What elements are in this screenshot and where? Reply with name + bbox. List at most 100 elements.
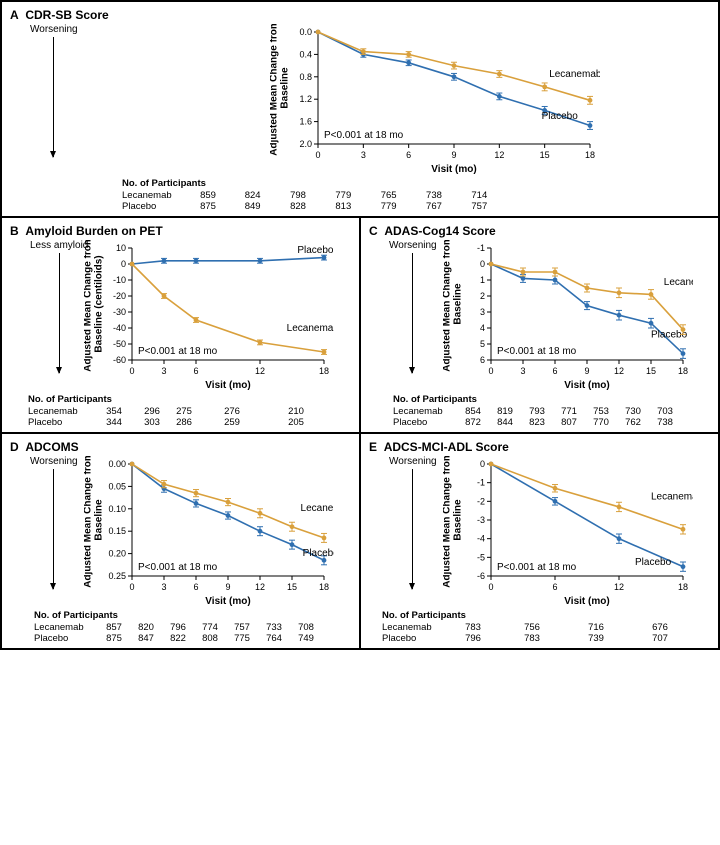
participants-header: No. of Participants	[34, 610, 351, 621]
series-point-lecanemab	[289, 524, 294, 529]
participants-cell: 824	[230, 190, 275, 201]
series-point-lecanemab	[552, 486, 557, 491]
series-point-lecanemab	[588, 98, 593, 103]
series-point-placebo	[584, 303, 589, 308]
series-label-lecanemab: Lecanemab	[300, 503, 333, 514]
direction-label: Worsening	[389, 240, 437, 251]
participants-cell: 764	[258, 633, 290, 644]
series-point-placebo	[321, 255, 326, 260]
series-point-lecanemab	[361, 49, 366, 54]
y-tick-label: 2.0	[299, 139, 312, 149]
panel-letter: A	[10, 8, 19, 22]
direction-label: Worsening	[30, 24, 78, 35]
y-tick-label: 0	[120, 259, 125, 269]
participants-cell: 714	[457, 190, 502, 201]
y-tick-label: 3	[479, 307, 484, 317]
x-tick-label: 9	[584, 366, 589, 376]
series-point-lecanemab	[584, 286, 589, 291]
series-point-lecanemab	[316, 30, 321, 35]
series-point-lecanemab	[129, 262, 134, 267]
x-axis-label: Visit (mo)	[564, 380, 609, 390]
y-tick-label: 0.00	[108, 459, 126, 469]
series-label-lecanemab: Lecanemab	[549, 69, 600, 80]
x-tick-label: 0	[488, 582, 493, 592]
series-point-lecanemab	[542, 84, 547, 89]
series-label-lecanemab: Lecanemab	[651, 491, 693, 502]
participants-cell: 849	[230, 201, 275, 212]
participants-header: No. of Participants	[393, 394, 710, 405]
panel-a: A CDR-SB ScoreWorsening0.00.40.81.21.62.…	[1, 1, 719, 217]
chart: 0.000.050.100.150.200.250369121518Visit …	[84, 456, 334, 606]
participants-cell: 276	[200, 406, 264, 417]
y-tick-label: -40	[112, 323, 125, 333]
series-point-placebo	[193, 258, 198, 263]
series-label-placebo: Placebo	[302, 548, 333, 559]
series-point-lecanemab	[193, 318, 198, 323]
y-axis-label: Adjusted Mean Change from	[443, 240, 453, 372]
y-tick-label: 1.6	[299, 117, 312, 127]
y-axis-label: Adjusted Mean Change from	[84, 456, 94, 588]
x-tick-label: 15	[286, 582, 296, 592]
panel-title: B Amyloid Burden on PET	[10, 224, 351, 238]
series-point-lecanemab	[452, 63, 457, 68]
direction-indicator: Less amyloid	[30, 240, 88, 373]
participants-cell: 783	[500, 633, 564, 644]
y-tick-label: 0	[479, 259, 484, 269]
y-tick-label: -50	[112, 339, 125, 349]
x-tick-label: 12	[254, 366, 264, 376]
x-tick-label: 3	[161, 582, 166, 592]
series-point-lecanemab	[129, 462, 134, 467]
series-point-lecanemab	[552, 270, 557, 275]
direction-indicator: Worsening	[389, 456, 437, 589]
series-point-lecanemab	[406, 52, 411, 57]
y-axis-label: Baseline	[93, 499, 104, 541]
y-tick-label: 0	[479, 459, 484, 469]
participants-row-label: Placebo	[382, 633, 446, 644]
participants-table: No. of ParticipantsLecanemab354296275276…	[10, 394, 351, 428]
x-tick-label: 6	[552, 366, 557, 376]
panel-letter: D	[10, 440, 19, 454]
x-tick-label: 9	[225, 582, 230, 592]
participants-row-label: Lecanemab	[382, 622, 446, 633]
participants-header: No. of Participants	[122, 178, 710, 189]
series-label-lecanemab: Lecanemab	[286, 323, 333, 334]
x-tick-label: 18	[677, 366, 687, 376]
x-tick-label: 3	[161, 366, 166, 376]
participants-cell: 813	[321, 201, 366, 212]
series-label-placebo: Placebo	[542, 111, 579, 122]
series-point-placebo	[161, 258, 166, 263]
participants-header: No. of Participants	[28, 394, 351, 405]
chart: 0.00.40.81.21.62.00369121518Visit (mo)Ad…	[270, 24, 600, 174]
y-tick-label: 10	[115, 243, 125, 253]
panel-name: ADCOMS	[25, 440, 78, 454]
participants-cell: 757	[226, 622, 258, 633]
y-tick-label: 0.05	[108, 481, 126, 491]
series-point-lecanemab	[488, 262, 493, 267]
participants-row-label: Lecanemab	[393, 406, 457, 417]
participants-cell: 286	[168, 417, 200, 428]
participants-cell: 783	[446, 622, 500, 633]
participants-cell: 796	[162, 622, 194, 633]
x-tick-label: 12	[613, 582, 623, 592]
participants-cell: 738	[649, 417, 681, 428]
arrow-down-icon	[53, 37, 54, 157]
x-tick-label: 0	[488, 366, 493, 376]
participants-row-label: Lecanemab	[34, 622, 98, 633]
direction-indicator: Worsening	[389, 240, 437, 373]
y-tick-label: 0.4	[299, 49, 312, 59]
participants-cell: 708	[290, 622, 322, 633]
y-axis-label: Baseline (centiloids)	[93, 255, 104, 352]
x-tick-label: 6	[552, 582, 557, 592]
series-point-lecanemab	[680, 327, 685, 332]
x-tick-label: 15	[540, 150, 550, 160]
series-point-lecanemab	[161, 294, 166, 299]
y-tick-label: -10	[112, 275, 125, 285]
x-tick-label: 3	[361, 150, 366, 160]
participants-cell: 767	[411, 201, 456, 212]
panel-letter: C	[369, 224, 378, 238]
y-tick-label: 0.0	[299, 27, 312, 37]
participants-cell: 796	[446, 633, 500, 644]
x-tick-label: 18	[318, 582, 328, 592]
series-point-placebo	[193, 501, 198, 506]
series-point-lecanemab	[257, 511, 262, 516]
